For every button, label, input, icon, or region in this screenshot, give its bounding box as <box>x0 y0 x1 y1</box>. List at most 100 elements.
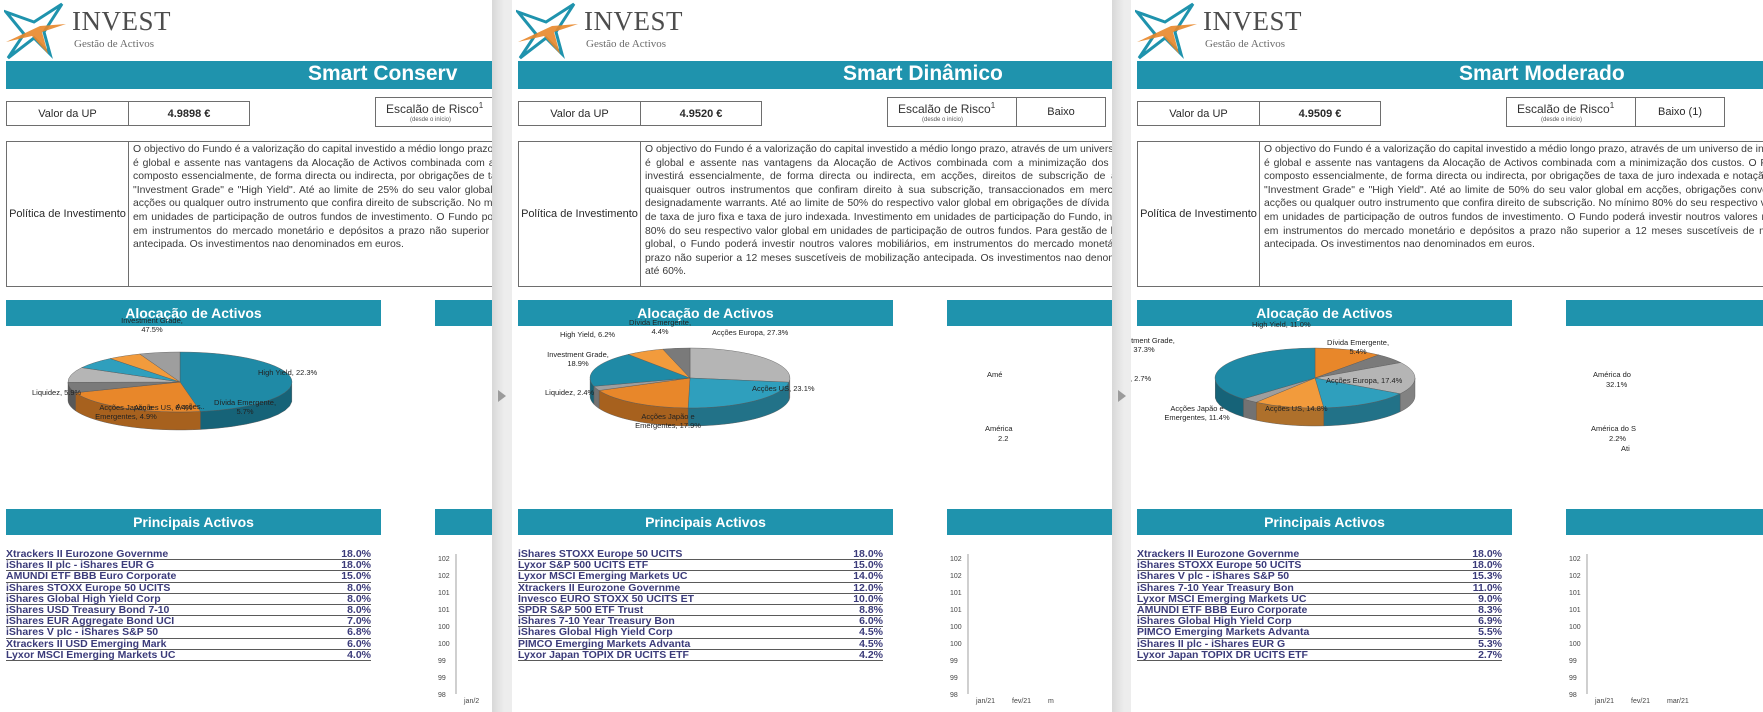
pie-label: Investment Grade, 37.3% <box>1131 336 1175 354</box>
y-tick-label: 98 <box>438 692 446 699</box>
fund-page-moderado[interactable]: INVEST Gestão de Activos Smart Moderado … <box>1131 0 1763 712</box>
asset-weight: 15.3% <box>1472 570 1502 583</box>
policy-label: Política de Investimento <box>1137 141 1260 287</box>
pie-slice <box>1255 377 1325 409</box>
y-tick-label: 100 <box>1569 624 1581 631</box>
asset-weight: 8.8% <box>859 603 883 616</box>
pie-slice <box>598 377 691 409</box>
asset-name: AMUNDI ETF BBB Euro Corporate <box>1137 603 1308 616</box>
region-pie-label: 2.2 <box>998 434 1009 443</box>
asset-name: Xtrackers II Eurozone Governme <box>6 548 169 560</box>
policy-text: O objectivo do Fundo é a valorização do … <box>1259 141 1763 287</box>
pie-label: Dívida Emergente, 5.4% <box>1326 338 1390 356</box>
performance-chart: 102 102 101 101 100 100 99 99 98 jan/21 fev/21 mar/… <box>1561 548 1763 712</box>
pie-svg <box>1214 347 1416 427</box>
asset-weight: 5.5% <box>1478 626 1502 639</box>
fund-page-conservador[interactable]: INVEST Gestão de Activos Smart Conserv V… <box>0 0 492 712</box>
asset-name: iShares STOXX Europe 50 UCITS <box>518 548 683 560</box>
unit-value: 4.9520 € <box>640 101 762 126</box>
allocation-header: Alocação de Activos <box>6 300 381 326</box>
fund-title: Smart Conserv <box>308 62 458 85</box>
asset-row: Xtrackers II USD Emerging Mark 6.0% <box>6 637 371 650</box>
asset-row: iShares V plc - iShares S&P 50 15.3% <box>1137 570 1502 583</box>
asset-name: PIMCO Emerging Markets Advanta <box>518 637 691 650</box>
pie-svg <box>67 351 293 431</box>
pie-label: Investment Grade, 47.5% <box>121 316 183 334</box>
star-logo-icon <box>516 2 578 60</box>
asset-row: AMUNDI ETF BBB Euro Corporate 15.0% <box>6 571 371 583</box>
asset-weight: 6.9% <box>1478 615 1502 628</box>
asset-row: Lyxor Japan TOPIX DR UCITS ETF 4.2% <box>518 649 883 661</box>
invest-logo: INVEST Gestão de Activos <box>1135 2 1335 60</box>
pie-slice <box>687 377 790 409</box>
performance-axes <box>967 554 969 694</box>
y-tick-label: 99 <box>438 675 446 682</box>
y-tick-label: 101 <box>438 590 450 597</box>
performance-axes <box>1586 554 1588 694</box>
asset-row: iShares Global High Yield Corp 8.0% <box>6 594 371 605</box>
next-page-arrow-icon[interactable] <box>1118 390 1126 402</box>
asset-name: Xtrackers II Eurozone Governme <box>518 581 681 594</box>
x-tick-label: mar/21 <box>1667 698 1689 705</box>
brand-subtitle: Gestão de Activos <box>74 38 155 50</box>
asset-name: iShares 7-10 Year Treasury Bon <box>518 615 675 628</box>
asset-weight: 8.3% <box>1478 603 1502 616</box>
pie-label: High Yield, 6.2% <box>560 330 616 339</box>
pie-slice <box>1314 377 1401 409</box>
asset-weight: 8.0% <box>347 581 371 594</box>
asset-name: Invesco EURO STOXX 50 UCITS ET <box>518 592 695 605</box>
asset-row: Lyxor S&P 500 UCITS ETF 15.0% <box>518 560 883 572</box>
pie-label: Dívida Emergente, 4.4% <box>628 318 692 336</box>
asset-row: PIMCO Emerging Markets Advanta 5.5% <box>1137 626 1502 639</box>
fund-page-dinamico[interactable]: INVEST Gestão de Activos Smart Dinâmico … <box>512 0 1112 712</box>
asset-weight: 11.0% <box>1472 581 1502 594</box>
pie-slice-side <box>1243 398 1257 421</box>
risk-label-text: Escalão de Risco1 <box>898 101 996 116</box>
pie-label: Liquidez, 5.9% <box>32 388 82 397</box>
asset-weight: 8.0% <box>347 592 371 605</box>
asset-weight: 4.5% <box>859 626 883 639</box>
pie-label: Acções Europa, 17.4% <box>1326 376 1403 385</box>
asset-name: iShares II plc - iShares EUR G <box>6 559 155 572</box>
y-tick-label: 102 <box>1569 573 1581 580</box>
pie-label: Liquidez, 2.4% <box>545 388 595 397</box>
pie-slice <box>74 381 201 413</box>
next-page-arrow-icon[interactable] <box>498 390 506 402</box>
star-logo-icon <box>4 2 66 60</box>
asset-name: iShares STOXX Europe 50 UCITS <box>6 581 171 594</box>
factsheet-page: INVEST Gestão de Activos Smart Moderado … <box>1131 0 1763 712</box>
asset-name: iShares Global High Yield Corp <box>1137 615 1292 628</box>
pie-slice <box>689 347 791 383</box>
factsheet-page: INVEST Gestão de Activos Smart Dinâmico … <box>512 0 1112 712</box>
asset-name: iShares V plc - iShares S&P 50 <box>6 626 159 639</box>
allocation-header-right <box>435 300 492 326</box>
brand-name: INVEST <box>1203 6 1302 36</box>
y-tick-label: 100 <box>950 641 962 648</box>
y-tick-label: 102 <box>950 556 962 563</box>
pie-slice <box>1214 347 1316 400</box>
asset-row: SPDR S&P 500 ETF Trust 8.8% <box>518 603 883 617</box>
top-assets-table: Xtrackers II Eurozone Governme 18.0% iShar… <box>1137 549 1502 661</box>
pie-label: High Yield, 22.3% <box>258 368 318 377</box>
region-pie-label: Ati <box>1621 444 1630 453</box>
asset-row: Xtrackers II Eurozone Governme 18.0% <box>6 548 371 561</box>
y-tick-label: 99 <box>1569 675 1577 682</box>
x-tick-label: fev/21 <box>1631 698 1651 705</box>
asset-weight: 6.0% <box>347 637 371 650</box>
allocation-header-right <box>1566 300 1763 326</box>
asset-row: iShares 7-10 Year Treasury Bon 11.0% <box>1137 581 1502 594</box>
allocation-pie-chart: High Yield, 11.0% Dívida Emergente, 5.4% A… <box>1131 320 1561 500</box>
asset-row: iShares Global High Yield Corp 4.5% <box>518 626 883 639</box>
asset-row: iShares 7-10 Year Treasury Bon 6.0% <box>518 615 883 628</box>
risk-label-text: Escalão de Risco1 <box>1517 101 1615 116</box>
fund-title: Smart Moderado <box>1459 62 1625 85</box>
asset-row: iShares STOXX Europe 50 UCITS 18.0% <box>518 548 883 561</box>
region-pie-label: Amé <box>987 370 1003 379</box>
asset-weight: 4.5% <box>859 637 883 650</box>
fund-title-bar: Smart Dinâmico <box>518 61 1112 89</box>
y-tick-label: 102 <box>950 573 962 580</box>
factsheet-page: INVEST Gestão de Activos Smart Conserv V… <box>0 0 492 712</box>
page-gutter <box>1112 0 1124 712</box>
x-tick-label: jan/21 <box>976 698 996 705</box>
x-tick-label: jan/21 <box>1595 698 1615 705</box>
